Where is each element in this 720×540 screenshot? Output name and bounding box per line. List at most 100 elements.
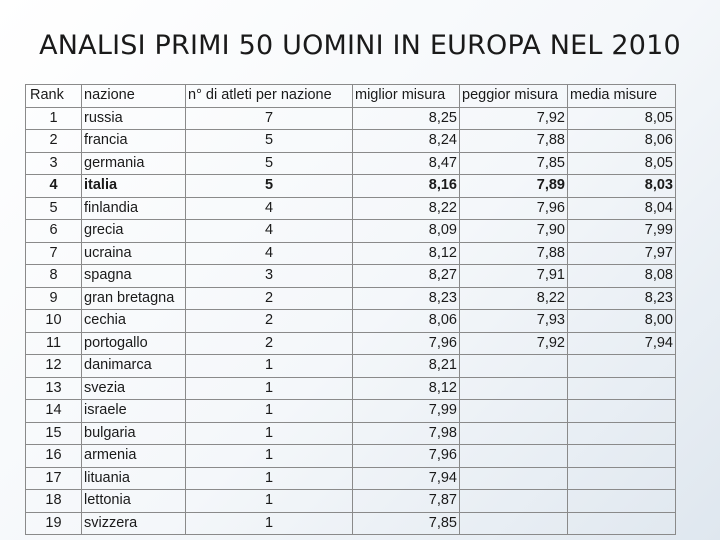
cell-nazione: lettonia — [81, 489, 186, 513]
cell-atleti: 3 — [185, 264, 353, 288]
cell-media — [567, 421, 676, 445]
cell-peggior: 7,88 — [459, 129, 568, 153]
cell-miglior: 8,47 — [352, 151, 460, 175]
cell-miglior: 8,16 — [352, 174, 460, 198]
cell-nazione: francia — [81, 129, 186, 153]
cell-rank: 3 — [25, 151, 82, 175]
table-row: 8 spagna 3 8,27 7,91 8,08 — [25, 264, 676, 288]
cell-miglior: 7,99 — [352, 399, 460, 423]
cell-peggior — [459, 421, 568, 445]
cell-media: 8,06 — [567, 129, 676, 153]
cell-peggior: 7,93 — [459, 309, 568, 333]
cell-peggior: 8,22 — [459, 286, 568, 310]
cell-atleti: 1 — [185, 444, 353, 468]
cell-rank: 13 — [25, 376, 82, 400]
results-table: Rank nazione n° di atleti per nazione mi… — [25, 84, 676, 535]
cell-rank: 8 — [25, 264, 82, 288]
cell-rank: 14 — [25, 399, 82, 423]
page-title: ANALISI PRIMI 50 UOMINI IN EUROPA NEL 20… — [39, 30, 681, 61]
header-row: Rank nazione n° di atleti per nazione mi… — [25, 84, 676, 108]
table-row: 10 cechia 2 8,06 7,93 8,00 — [25, 309, 676, 333]
cell-atleti: 4 — [185, 219, 353, 243]
cell-rank: 12 — [25, 354, 82, 378]
header-peggior: peggior misura — [459, 84, 568, 108]
cell-peggior — [459, 399, 568, 423]
cell-miglior: 8,23 — [352, 286, 460, 310]
cell-rank: 15 — [25, 421, 82, 445]
cell-media — [567, 511, 676, 535]
table-row: 16 armenia 1 7,96 — [25, 444, 676, 468]
cell-miglior: 7,85 — [352, 511, 460, 535]
cell-miglior: 8,09 — [352, 219, 460, 243]
cell-rank: 18 — [25, 489, 82, 513]
table-row: 11 portogallo 2 7,96 7,92 7,94 — [25, 331, 676, 355]
cell-peggior: 7,89 — [459, 174, 568, 198]
cell-media — [567, 444, 676, 468]
cell-rank: 16 — [25, 444, 82, 468]
cell-rank: 10 — [25, 309, 82, 333]
cell-peggior — [459, 511, 568, 535]
table-row: 15 bulgaria 1 7,98 — [25, 421, 676, 445]
header-atleti: n° di atleti per nazione — [185, 84, 353, 108]
cell-media: 7,99 — [567, 219, 676, 243]
cell-nazione: armenia — [81, 444, 186, 468]
cell-nazione: bulgaria — [81, 421, 186, 445]
cell-atleti: 5 — [185, 174, 353, 198]
cell-miglior: 8,12 — [352, 241, 460, 265]
cell-rank: 1 — [25, 106, 82, 130]
cell-nazione: grecia — [81, 219, 186, 243]
table-row: 4 italia 5 8,16 7,89 8,03 — [25, 174, 676, 198]
cell-rank: 11 — [25, 331, 82, 355]
cell-media: 8,08 — [567, 264, 676, 288]
header-miglior: miglior misura — [352, 84, 460, 108]
cell-atleti: 2 — [185, 286, 353, 310]
cell-atleti: 4 — [185, 196, 353, 220]
table-row: 17 lituania 1 7,94 — [25, 466, 676, 490]
cell-miglior: 8,27 — [352, 264, 460, 288]
cell-peggior: 7,92 — [459, 331, 568, 355]
cell-peggior: 7,90 — [459, 219, 568, 243]
cell-peggior: 7,85 — [459, 151, 568, 175]
cell-rank: 19 — [25, 511, 82, 535]
cell-atleti: 2 — [185, 309, 353, 333]
cell-nazione: israele — [81, 399, 186, 423]
table-row: 7 ucraina 4 8,12 7,88 7,97 — [25, 241, 676, 265]
cell-peggior — [459, 376, 568, 400]
header-media: media misure — [567, 84, 676, 108]
table-row: 3 germania 5 8,47 7,85 8,05 — [25, 151, 676, 175]
cell-media: 8,05 — [567, 151, 676, 175]
cell-nazione: danimarca — [81, 354, 186, 378]
cell-atleti: 1 — [185, 376, 353, 400]
table-row: 14 israele 1 7,99 — [25, 399, 676, 423]
cell-nazione: lituania — [81, 466, 186, 490]
cell-peggior: 7,92 — [459, 106, 568, 130]
table-row: 12 danimarca 1 8,21 — [25, 354, 676, 378]
cell-media: 8,04 — [567, 196, 676, 220]
cell-atleti: 5 — [185, 129, 353, 153]
table-row: 19 svizzera 1 7,85 — [25, 511, 676, 535]
cell-media: 8,00 — [567, 309, 676, 333]
cell-miglior: 7,94 — [352, 466, 460, 490]
header-rank: Rank — [25, 84, 82, 108]
cell-nazione: germania — [81, 151, 186, 175]
cell-media — [567, 399, 676, 423]
cell-peggior — [459, 354, 568, 378]
cell-miglior: 7,96 — [352, 331, 460, 355]
cell-atleti: 1 — [185, 466, 353, 490]
cell-rank: 5 — [25, 196, 82, 220]
table-row: 5 finlandia 4 8,22 7,96 8,04 — [25, 196, 676, 220]
cell-miglior: 8,24 — [352, 129, 460, 153]
table-row: 1 russia 7 8,25 7,92 8,05 — [25, 106, 676, 130]
cell-miglior: 8,21 — [352, 354, 460, 378]
cell-atleti: 1 — [185, 489, 353, 513]
table-row: 6 grecia 4 8,09 7,90 7,99 — [25, 219, 676, 243]
cell-peggior — [459, 489, 568, 513]
cell-miglior: 7,98 — [352, 421, 460, 445]
cell-rank: 6 — [25, 219, 82, 243]
cell-nazione: finlandia — [81, 196, 186, 220]
cell-media: 8,05 — [567, 106, 676, 130]
cell-atleti: 1 — [185, 354, 353, 378]
cell-peggior: 7,96 — [459, 196, 568, 220]
cell-nazione: spagna — [81, 264, 186, 288]
cell-atleti: 5 — [185, 151, 353, 175]
